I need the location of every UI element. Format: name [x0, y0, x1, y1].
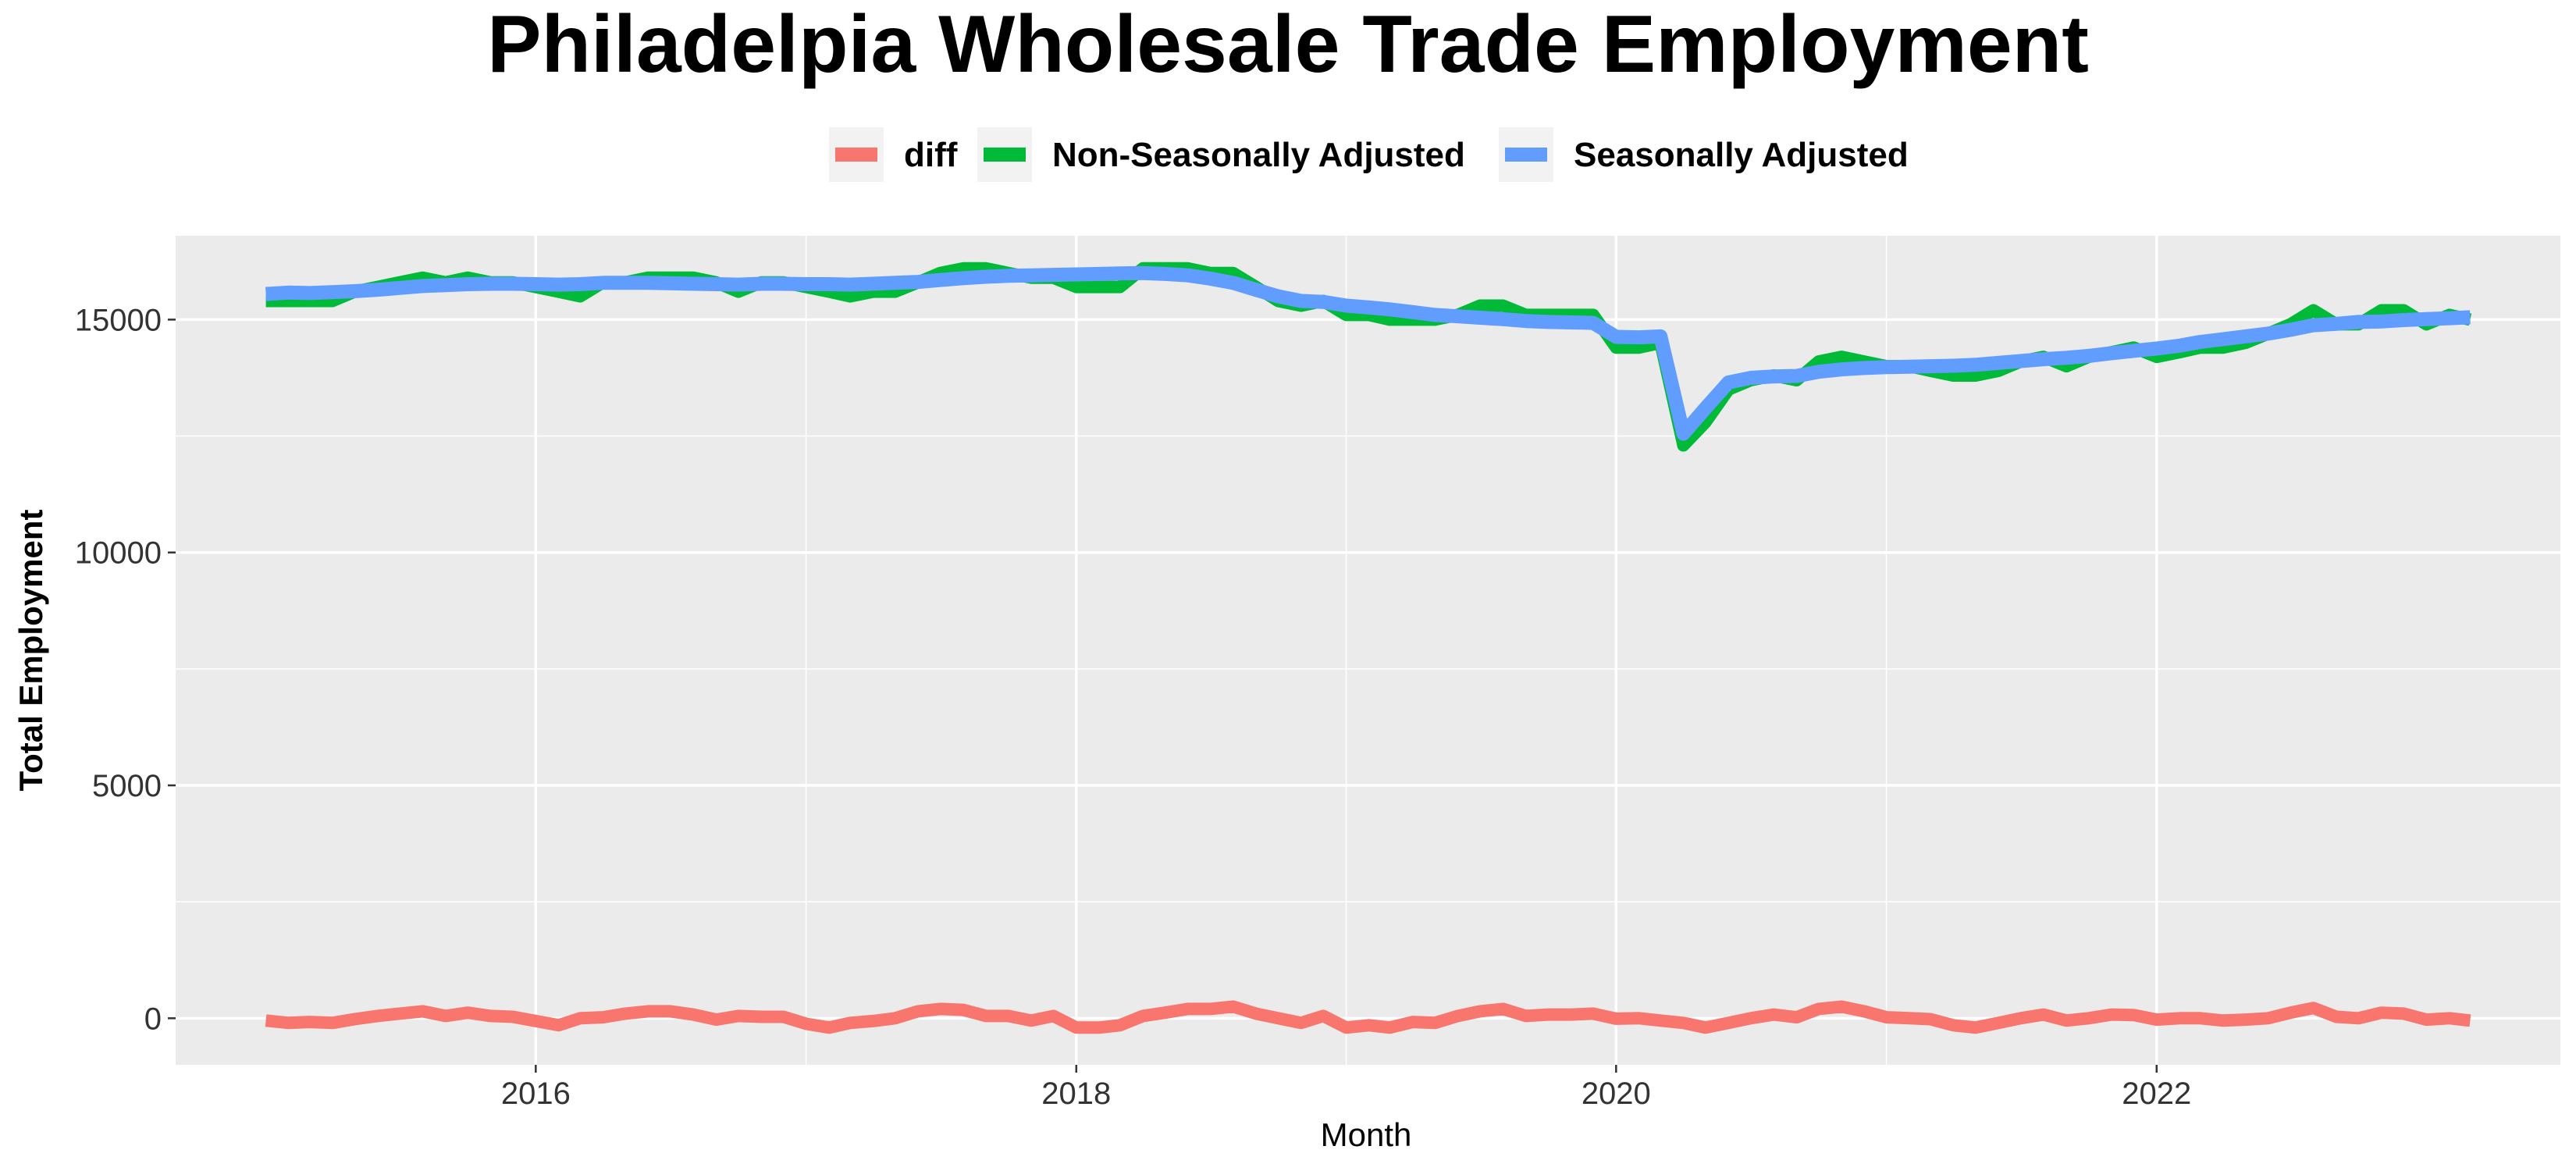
legend: diff Non-Seasonally Adjusted Seasonally …	[829, 127, 1909, 182]
y-axis-title: Total Employment	[12, 510, 49, 792]
x-tick-label: 2016	[501, 1077, 571, 1111]
series-layer	[265, 262, 2472, 1034]
x-axis: 2016 2018 2020 2022	[501, 1065, 2191, 1111]
grid-minor	[176, 236, 2560, 1065]
y-tick-label: 0	[144, 1002, 162, 1036]
chart-title: Philadelpia Wholesale Trade Employment	[487, 0, 2089, 90]
y-axis: 0 5000 10000 15000	[75, 303, 176, 1036]
series-line-diff	[265, 1000, 2471, 1034]
x-tick-label: 2018	[1041, 1077, 1111, 1111]
x-axis-title: Month	[1321, 1116, 1412, 1153]
y-tick-label: 15000	[75, 303, 162, 337]
plot-panel	[176, 236, 2560, 1065]
x-tick-label: 2022	[2122, 1077, 2191, 1111]
y-tick-label: 10000	[75, 536, 162, 571]
legend-label-non-seasonally-adjusted: Non-Seasonally Adjusted	[1052, 136, 1465, 174]
y-tick-label: 5000	[92, 769, 162, 803]
legend-label-seasonally-adjusted: Seasonally Adjusted	[1574, 136, 1909, 174]
x-tick-label: 2020	[1582, 1077, 1651, 1111]
legend-label-diff: diff	[904, 136, 958, 174]
series-line-seasonally-adjusted	[265, 265, 2471, 441]
